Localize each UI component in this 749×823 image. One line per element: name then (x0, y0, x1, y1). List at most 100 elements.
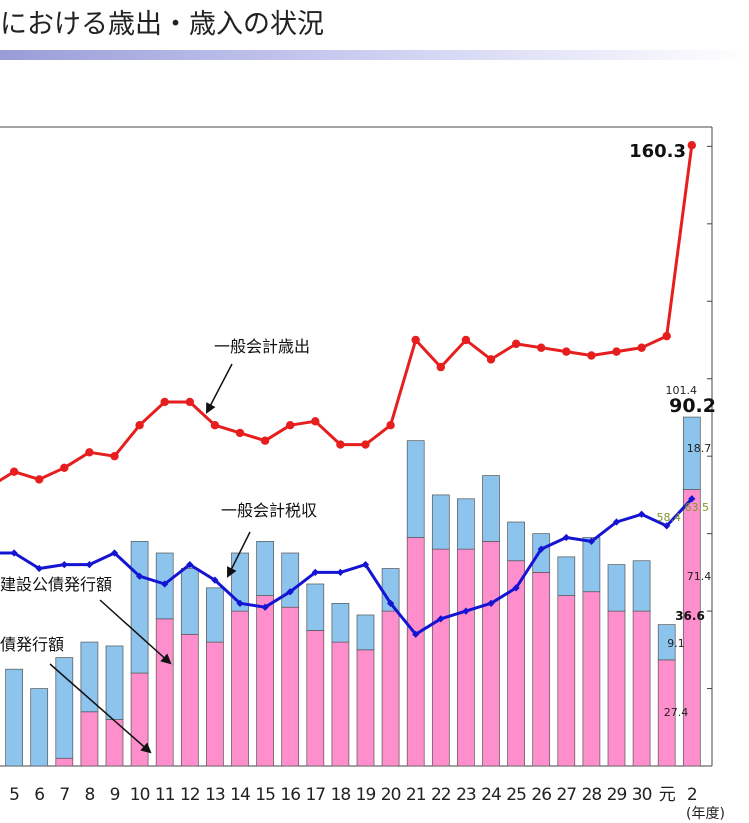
x-tick-label: 28 (582, 785, 602, 805)
point-tax-revenue (60, 561, 68, 569)
x-tick-label: 30 (632, 785, 652, 805)
point-tax-revenue (512, 584, 520, 592)
bar-special-bonds (206, 641, 224, 767)
point-tax-revenue (10, 549, 18, 557)
label-expenditure-2020: 160.3 (629, 141, 686, 162)
bar-construction-bonds (80, 641, 99, 713)
point-tax-revenue (587, 537, 595, 545)
point-expenditure (662, 331, 671, 341)
x-tick-label: 10 (130, 785, 150, 805)
x-tick-label: 29 (607, 785, 627, 805)
bar-construction-bonds (206, 587, 224, 643)
point-expenditure (537, 343, 546, 352)
label-construction-2019: 9.1 (667, 637, 685, 650)
point-expenditure (612, 347, 621, 356)
bar-special-bonds (130, 672, 149, 767)
point-tax-revenue (638, 510, 646, 518)
point-expenditure (110, 451, 119, 461)
point-tax-revenue (663, 522, 671, 530)
point-tax-revenue (437, 615, 445, 623)
x-tick-label: 6 (34, 785, 44, 805)
arrow-construction-bonds (99, 599, 172, 665)
point-tax-revenue (85, 561, 93, 569)
point-expenditure (160, 397, 169, 407)
x-tick-label: 17 (305, 785, 325, 805)
point-tax-revenue (537, 545, 545, 553)
point-tax-revenue (361, 561, 370, 569)
bar-special-bonds (532, 572, 551, 767)
point-expenditure (637, 343, 646, 352)
annotation-special-bonds: 債発行額 (0, 635, 64, 654)
x-tick-label: 9 (110, 785, 120, 805)
x-tick-label: 25 (506, 785, 526, 805)
x-tick-label: 12 (180, 785, 200, 805)
point-expenditure (587, 351, 596, 360)
x-tick-label: 7 (59, 785, 69, 805)
label-construction-2020: 18.7 (687, 442, 712, 455)
bar-construction-bonds (557, 556, 576, 596)
point-expenditure (35, 475, 44, 484)
bar-construction-bonds (682, 416, 701, 490)
point-expenditure (562, 347, 571, 356)
bar-construction-bonds (306, 583, 325, 631)
point-tax-revenue (211, 576, 219, 584)
bar-construction-bonds (507, 521, 525, 562)
point-expenditure (486, 355, 496, 364)
bar-special-bonds (457, 548, 475, 767)
bar-special-bonds (431, 548, 450, 767)
x-tick-label: 5 (9, 785, 19, 805)
bar-construction-bonds (356, 614, 375, 651)
bar-special-bonds (331, 641, 350, 767)
page-title: における歳出・歳入の状況 (0, 9, 324, 40)
point-tax-revenue (462, 607, 470, 615)
bar-special-bonds (381, 610, 400, 767)
point-expenditure (135, 421, 144, 430)
x-tick-label: 26 (531, 785, 551, 805)
point-tax-revenue (261, 603, 269, 611)
point-tax-revenue (688, 495, 696, 503)
bar-special-bonds (482, 541, 500, 767)
bar-construction-bonds (632, 560, 651, 612)
bar-construction-bonds (431, 494, 450, 550)
bar-special-bonds (155, 618, 174, 767)
title-divider (0, 50, 749, 60)
point-expenditure (210, 421, 220, 430)
bar-special-bonds (231, 610, 249, 767)
bar-special-bonds (356, 649, 375, 767)
point-expenditure (235, 428, 245, 438)
x-tick-label: 23 (456, 785, 476, 805)
bar-construction-bonds (256, 541, 274, 596)
point-tax-revenue (336, 568, 344, 576)
x-tick-label: 8 (84, 785, 94, 805)
point-tax-revenue (487, 599, 495, 607)
annotation-construction-bonds: 建設公債発行額 (0, 575, 112, 594)
bar-special-bonds (180, 633, 199, 767)
bar-construction-bonds (281, 552, 300, 608)
bar-special-bonds (256, 595, 274, 767)
x-tick-label: 11 (155, 785, 175, 805)
bar-construction-bonds (582, 537, 601, 593)
point-expenditure (386, 421, 395, 430)
bar-construction-bonds (130, 541, 149, 674)
bar-construction-bonds (105, 645, 124, 720)
point-tax-revenue (311, 568, 319, 576)
point-expenditure (185, 397, 194, 407)
point-tax-revenue (286, 588, 294, 596)
point-expenditure (361, 440, 370, 449)
x-tick-label: 19 (356, 785, 376, 805)
x-tick-label: 14 (230, 785, 250, 805)
bar-construction-bonds (482, 475, 500, 542)
bar-special-bonds (306, 630, 325, 767)
point-tax-revenue (136, 572, 144, 580)
label-bonds-total-2020: 90.2 (669, 395, 716, 417)
x-tick-label: 2 (687, 785, 697, 805)
point-tax-revenue (412, 630, 420, 638)
annotation-expenditure: 一般会計歳出 (214, 337, 310, 356)
point-expenditure (411, 335, 420, 345)
point-expenditure (436, 362, 445, 372)
bar-construction-bonds (406, 440, 425, 538)
point-expenditure (511, 339, 521, 349)
x-tick-label: 18 (331, 785, 351, 805)
x-axis-unit-label: (年度) (686, 806, 725, 822)
bar-special-bonds (55, 757, 74, 767)
